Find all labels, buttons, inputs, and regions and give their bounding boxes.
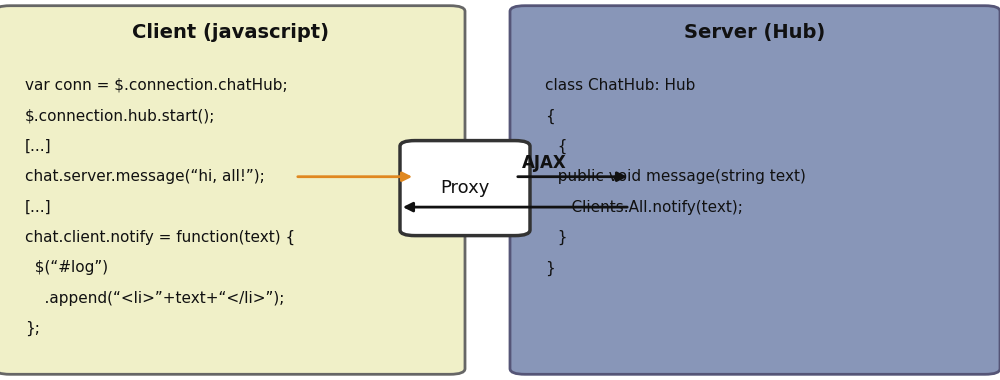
Text: Server (Hub): Server (Hub) [684,23,826,42]
Text: chat.client.notify = function(text) {: chat.client.notify = function(text) { [25,230,295,245]
FancyBboxPatch shape [0,6,465,374]
Text: .append(“<li>”+text+“</li>”);: .append(“<li>”+text+“</li>”); [25,291,284,306]
Text: [...]: [...] [25,200,52,215]
Text: Proxy: Proxy [440,179,490,197]
Text: }: } [545,260,555,276]
Text: chat.server.message(“hi, all!”);: chat.server.message(“hi, all!”); [25,169,265,184]
Text: };: }; [25,321,40,336]
Text: public void message(string text): public void message(string text) [548,169,806,184]
Text: var conn = $.connection.chatHub;: var conn = $.connection.chatHub; [25,78,288,93]
Text: {: { [545,108,555,124]
Text: $(“#log”): $(“#log”) [25,260,108,276]
Text: {: { [548,139,568,154]
FancyBboxPatch shape [400,141,530,236]
Text: $.connection.hub.start();: $.connection.hub.start(); [25,108,215,124]
Text: Clients.All.notify(text);: Clients.All.notify(text); [552,200,743,215]
Text: [...]: [...] [25,139,52,154]
FancyBboxPatch shape [510,6,1000,374]
Text: Client (javascript): Client (javascript) [132,23,328,42]
Text: }: } [548,230,568,245]
Text: AJAX: AJAX [522,154,567,172]
Text: class ChatHub: Hub: class ChatHub: Hub [545,78,695,93]
